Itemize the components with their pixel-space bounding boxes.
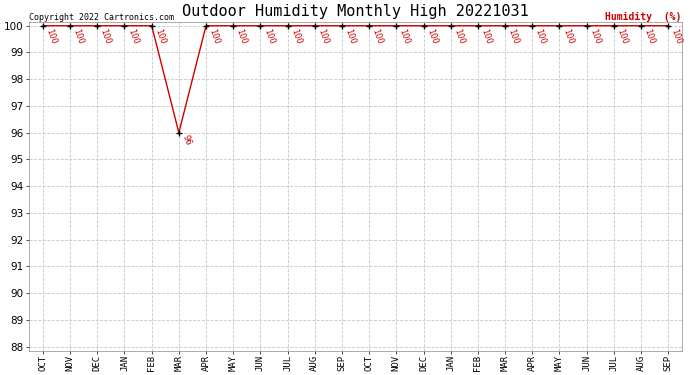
Text: 100: 100: [669, 27, 683, 45]
Title: Outdoor Humidity Monthly High 20221031: Outdoor Humidity Monthly High 20221031: [182, 4, 529, 19]
Text: 100: 100: [397, 27, 411, 45]
Text: 100: 100: [642, 27, 656, 45]
Text: 100: 100: [262, 27, 275, 45]
Text: 100: 100: [480, 27, 493, 45]
Text: 100: 100: [506, 27, 520, 45]
Text: 100: 100: [72, 27, 86, 45]
Text: 100: 100: [344, 27, 357, 45]
Text: 100: 100: [316, 27, 330, 45]
Text: 100: 100: [289, 27, 303, 45]
Text: 100: 100: [153, 27, 167, 45]
Text: 100: 100: [235, 27, 248, 45]
Text: 100: 100: [533, 27, 547, 45]
Text: 100: 100: [425, 27, 439, 45]
Text: 100: 100: [561, 27, 575, 45]
Text: 100: 100: [44, 27, 58, 45]
Text: Humidity  (%): Humidity (%): [605, 12, 682, 22]
Text: 96: 96: [180, 134, 193, 147]
Text: 100: 100: [371, 27, 384, 45]
Text: 100: 100: [588, 27, 602, 45]
Text: Copyright 2022 Cartronics.com: Copyright 2022 Cartronics.com: [30, 13, 175, 22]
Text: 100: 100: [452, 27, 466, 45]
Text: 100: 100: [126, 27, 139, 45]
Text: 100: 100: [99, 27, 112, 45]
Text: 100: 100: [615, 27, 629, 45]
Text: 100: 100: [208, 27, 221, 45]
